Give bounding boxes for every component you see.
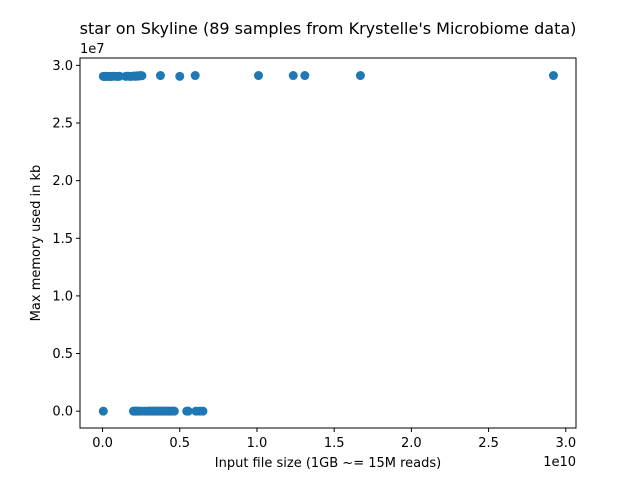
y-axis-ticks: 0.0 0.5 1.0 1.5 2.0 2.5 3.0 (52, 59, 80, 420)
data-point (183, 406, 193, 416)
data-points (98, 71, 558, 416)
y-tick-label: 1.5 (52, 232, 73, 247)
data-point (155, 71, 165, 81)
data-point (288, 71, 298, 81)
y-axis-offset-label: 1e7 (80, 42, 105, 57)
x-tick-label: 0.5 (169, 436, 190, 451)
x-axis-offset-label: 1e10 (543, 455, 576, 470)
y-tick-label: 2.0 (52, 174, 73, 189)
x-tick-label: 1.5 (324, 436, 345, 451)
data-point (98, 406, 108, 416)
y-tick-label: 3.0 (52, 59, 73, 74)
x-tick-label: 2.0 (401, 436, 422, 451)
data-point (169, 406, 179, 416)
x-axis-label: Input file size (1GB ~= 15M reads) (215, 456, 441, 471)
y-tick-label: 2.5 (52, 117, 73, 132)
chart-title: star on Skyline (89 samples from Krystel… (80, 19, 577, 38)
y-tick-label: 0.5 (52, 347, 73, 362)
y-tick-label: 0.0 (52, 405, 73, 420)
data-point (548, 71, 558, 81)
plot-area-frame (79, 57, 577, 429)
data-point (300, 71, 310, 81)
data-point (198, 406, 208, 416)
data-point (254, 71, 264, 81)
data-point (175, 71, 185, 81)
x-tick-label: 3.0 (555, 436, 576, 451)
data-point (355, 71, 365, 81)
x-tick-label: 1.0 (247, 436, 268, 451)
x-tick-label: 2.5 (478, 436, 499, 451)
data-point (137, 71, 147, 81)
data-point (190, 71, 200, 81)
y-axis-label: Max memory used in kb (29, 165, 44, 322)
y-tick-label: 1.0 (52, 289, 73, 304)
x-axis-ticks: 0.0 0.5 1.0 1.5 2.0 2.5 3.0 (92, 428, 576, 451)
x-tick-label: 0.0 (92, 436, 113, 451)
